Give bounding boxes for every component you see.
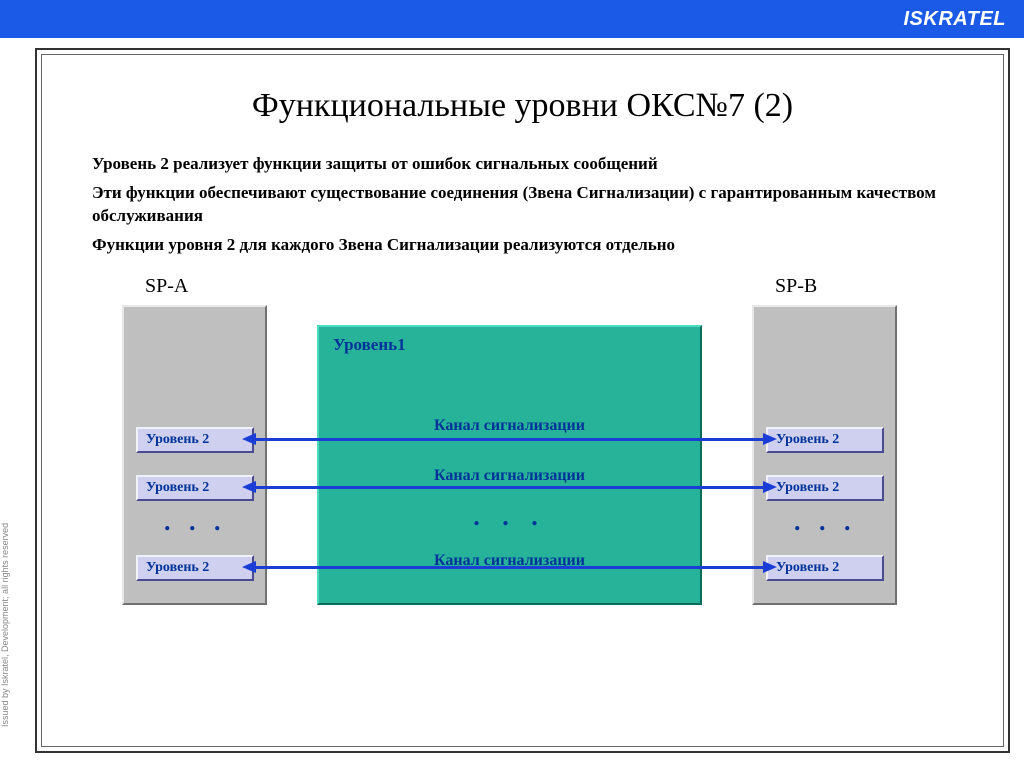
sp-b-level2-3: Уровень 2: [766, 555, 884, 581]
slide-title: Функциональные уровни ОКС№7 (2): [42, 87, 1003, 125]
arrow-3-line: [255, 566, 763, 569]
bullet-2: Эти функции обеспечивают существование с…: [92, 182, 953, 228]
slide-frame: Функциональные уровни ОКС№7 (2) Уровень …: [35, 48, 1010, 753]
sp-b-level2-1: Уровень 2: [766, 427, 884, 453]
arrow-2-line: [255, 486, 763, 489]
top-bar: ISKRATEL: [0, 0, 1024, 38]
arrow-1-head-r: [763, 433, 777, 445]
arrow-1-line: [255, 438, 763, 441]
arrow-3-head-r: [763, 561, 777, 573]
arrow-2-head-l: [242, 481, 256, 493]
bullet-list: Уровень 2 реализует функции защиты от ош…: [42, 153, 1003, 257]
sp-a-box: Уровень 2 Уровень 2 . . . Уровень 2: [122, 305, 267, 605]
center-dots: . . .: [319, 502, 700, 532]
slide-frame-inner: Функциональные уровни ОКС№7 (2) Уровень …: [41, 54, 1004, 747]
channel-2: Канал сигнализации: [319, 467, 700, 485]
sp-a-level2-2: Уровень 2: [136, 475, 254, 501]
arrow-3-head-l: [242, 561, 256, 573]
brand-logo: ISKRATEL: [903, 8, 1006, 31]
copyright-side: Issued by Iskratel, Development; all rig…: [0, 523, 10, 727]
arrow-2-head-r: [763, 481, 777, 493]
bullet-3: Функции уровня 2 для каждого Звена Сигна…: [92, 234, 953, 257]
bullet-1: Уровень 2 реализует функции защиты от ош…: [92, 153, 953, 176]
sp-b-label: SP-B: [775, 275, 817, 298]
sp-a-dots: . . .: [164, 507, 227, 537]
sp-b-level2-2: Уровень 2: [766, 475, 884, 501]
channel-1: Канал сигнализации: [319, 417, 700, 435]
level1-box: Уровень1 Канал сигнализации Канал сигнал…: [317, 325, 702, 605]
sp-a-label: SP-A: [145, 275, 188, 298]
sp-b-box: Уровень 2 Уровень 2 . . . Уровень 2: [752, 305, 897, 605]
sp-a-level2-3: Уровень 2: [136, 555, 254, 581]
level1-title: Уровень1: [333, 335, 406, 355]
arrow-1-head-l: [242, 433, 256, 445]
sp-a-level2-1: Уровень 2: [136, 427, 254, 453]
sp-b-dots: . . .: [794, 507, 857, 537]
diagram: SP-A Уровень 2 Уровень 2 . . . Уровень 2…: [42, 275, 1003, 645]
